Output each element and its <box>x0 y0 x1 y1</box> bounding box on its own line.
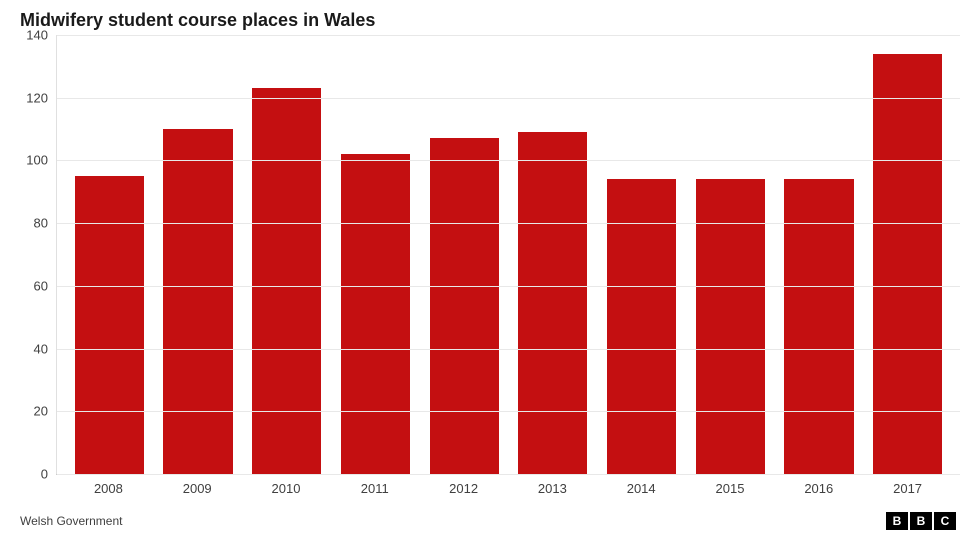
x-tick-label: 2017 <box>863 481 952 496</box>
y-tick-label: 0 <box>41 467 48 482</box>
chart-body <box>56 35 960 474</box>
bar-slot <box>154 35 243 474</box>
bar-slot <box>331 35 420 474</box>
chart-title: Midwifery student course places in Wales <box>16 10 960 31</box>
bbc-logo-block: B <box>886 512 908 530</box>
bar <box>252 88 321 474</box>
bars-group <box>57 35 960 474</box>
bbc-logo: BBC <box>886 512 956 530</box>
bar <box>518 132 587 474</box>
y-tick-label: 40 <box>34 341 48 356</box>
y-tick-label: 100 <box>26 153 48 168</box>
x-tick-label: 2008 <box>64 481 153 496</box>
y-axis: 020406080100120140 <box>16 35 56 474</box>
bbc-logo-block: C <box>934 512 956 530</box>
gridline <box>57 98 960 99</box>
bar <box>75 176 144 474</box>
bar-slot <box>65 35 154 474</box>
y-tick-label: 60 <box>34 278 48 293</box>
y-tick-label: 120 <box>26 90 48 105</box>
gridline <box>57 160 960 161</box>
gridline <box>57 223 960 224</box>
y-tick-label: 20 <box>34 404 48 419</box>
bar <box>341 154 410 474</box>
plot-area: 020406080100120140 <box>16 35 960 474</box>
x-tick-label: 2011 <box>330 481 419 496</box>
bar-slot <box>686 35 775 474</box>
x-tick-label: 2014 <box>597 481 686 496</box>
y-tick-label: 80 <box>34 216 48 231</box>
gridline <box>57 474 960 475</box>
bar-slot <box>863 35 952 474</box>
gridline <box>57 349 960 350</box>
bar-slot <box>420 35 509 474</box>
gridline <box>57 35 960 36</box>
bar-slot <box>597 35 686 474</box>
gridline <box>57 411 960 412</box>
x-tick-label: 2013 <box>508 481 597 496</box>
bar <box>163 129 232 474</box>
chart-footer: Welsh Government BBC <box>16 512 960 530</box>
x-tick-label: 2016 <box>774 481 863 496</box>
bar <box>430 138 499 474</box>
x-axis: 2008200920102011201220132014201520162017 <box>56 474 960 496</box>
gridline <box>57 286 960 287</box>
x-tick-label: 2010 <box>242 481 331 496</box>
x-tick-label: 2009 <box>153 481 242 496</box>
bar-slot <box>509 35 598 474</box>
x-tick-label: 2012 <box>419 481 508 496</box>
bar-slot <box>775 35 864 474</box>
y-tick-label: 140 <box>26 28 48 43</box>
chart-container: Midwifery student course places in Wales… <box>0 0 976 538</box>
bbc-logo-block: B <box>910 512 932 530</box>
bar-slot <box>242 35 331 474</box>
source-text: Welsh Government <box>20 514 123 528</box>
x-tick-label: 2015 <box>686 481 775 496</box>
